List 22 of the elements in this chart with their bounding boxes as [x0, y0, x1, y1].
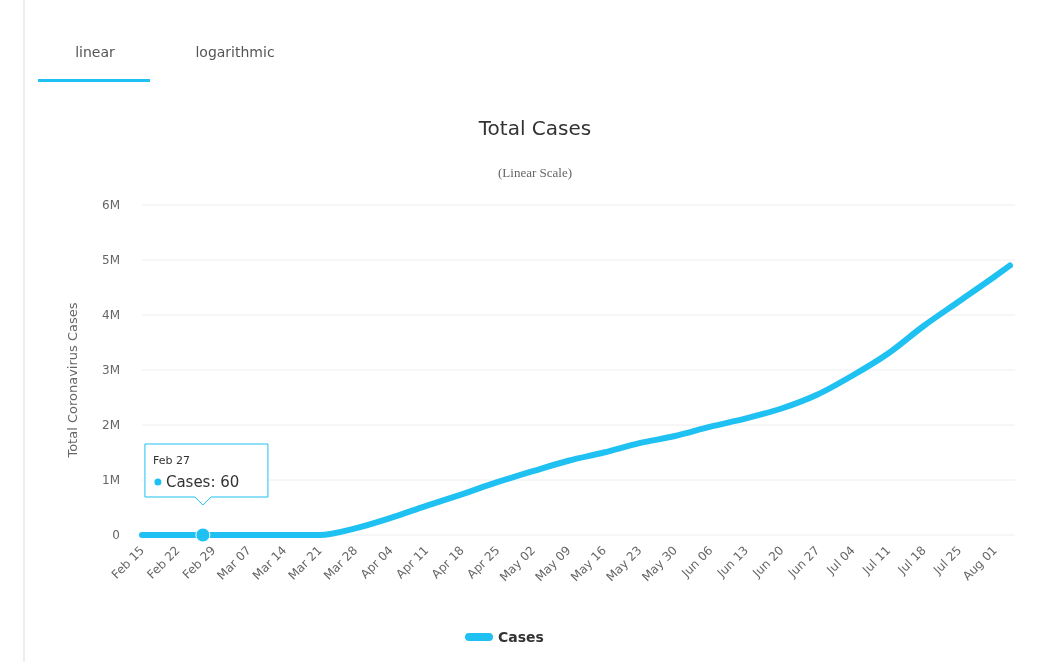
y-tick-label: 5M [102, 253, 120, 267]
y-tick-label: 4M [102, 308, 120, 322]
y-tick-label: 3M [102, 363, 120, 377]
x-tick-label: Jun 13 [713, 543, 752, 581]
x-tick-label: Jun 06 [678, 543, 716, 581]
y-tick-label: 0 [112, 528, 120, 542]
y-axis-title: Total Coronavirus Cases [65, 302, 80, 459]
x-tick-label: Apr 04 [357, 543, 396, 582]
text: logarithmic [195, 44, 275, 60]
x-tick-label: Jul 11 [858, 543, 894, 578]
chart-title: Total Cases [477, 116, 592, 140]
x-tick-label: Jun 27 [784, 543, 823, 581]
y-tick-label: 1M [102, 473, 120, 487]
y-tick-label: 2M [102, 418, 120, 432]
y-tick-label: 6M [102, 198, 120, 212]
x-tick-label: Jul 04 [823, 543, 858, 578]
text: linear [75, 44, 116, 60]
x-tick-label: Jun 20 [749, 543, 787, 581]
chart-subtitle: (Linear Scale) [498, 165, 572, 180]
annotation: Feb 27 Cases: 60 [152, 454, 240, 491]
legend-label: Cases [498, 629, 544, 645]
x-tick-label: Jul 18 [894, 543, 929, 578]
